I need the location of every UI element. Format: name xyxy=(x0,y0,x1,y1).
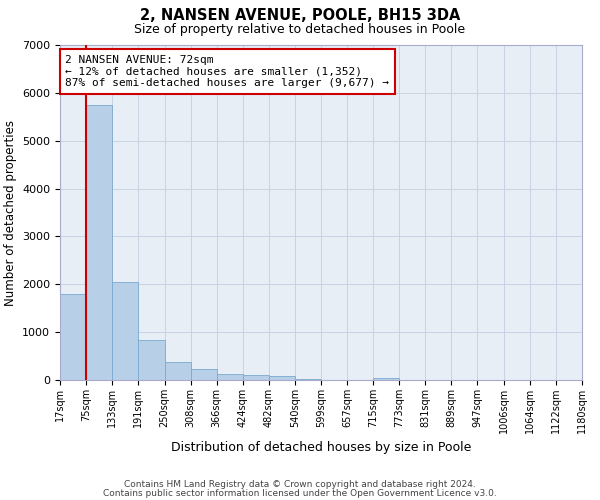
Bar xyxy=(60,294,86,380)
Bar xyxy=(112,282,138,380)
Bar xyxy=(164,362,191,380)
Bar xyxy=(295,378,321,380)
Text: 2 NANSEN AVENUE: 72sqm
← 12% of detached houses are smaller (1,352)
87% of semi-: 2 NANSEN AVENUE: 72sqm ← 12% of detached… xyxy=(65,55,389,88)
Bar xyxy=(269,376,295,380)
Bar xyxy=(191,368,217,380)
X-axis label: Distribution of detached houses by size in Poole: Distribution of detached houses by size … xyxy=(171,442,471,454)
Bar xyxy=(217,374,242,380)
Text: Contains public sector information licensed under the Open Government Licence v3: Contains public sector information licen… xyxy=(103,488,497,498)
Bar xyxy=(373,378,400,380)
Text: 2, NANSEN AVENUE, POOLE, BH15 3DA: 2, NANSEN AVENUE, POOLE, BH15 3DA xyxy=(140,8,460,22)
Bar xyxy=(86,105,112,380)
Y-axis label: Number of detached properties: Number of detached properties xyxy=(4,120,17,306)
Text: Size of property relative to detached houses in Poole: Size of property relative to detached ho… xyxy=(134,22,466,36)
Bar xyxy=(242,376,269,380)
Text: Contains HM Land Registry data © Crown copyright and database right 2024.: Contains HM Land Registry data © Crown c… xyxy=(124,480,476,489)
Bar xyxy=(138,340,164,380)
